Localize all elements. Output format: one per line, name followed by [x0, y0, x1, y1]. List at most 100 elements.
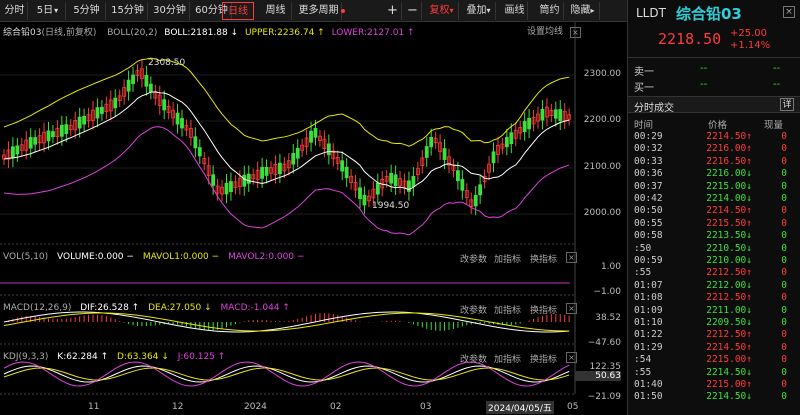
- vol-edit-params-button[interactable]: 改参数: [460, 255, 488, 265]
- trade-time: 00:59: [634, 255, 663, 266]
- arrow-down-icon: ↓: [746, 193, 752, 204]
- trade-price-value: 2212.50: [706, 329, 747, 341]
- candle-body: [518, 127, 523, 134]
- candle-body: [33, 137, 38, 145]
- lower-value: LOWER:2127.01 ↑: [331, 28, 415, 38]
- period-toolbar: 分时 5日▾ 5分钟 15分钟 30分钟 60分钟 日线 周线 更多周期 + −…: [0, 0, 627, 22]
- more-periods-button[interactable]: 更多周期: [296, 2, 342, 20]
- trade-volume: 0: [781, 329, 787, 341]
- last-price: 2218.50: [658, 30, 722, 48]
- candle-body: [344, 166, 349, 179]
- instrument-name: 综合铅03: [676, 5, 742, 23]
- period-5day-button[interactable]: 5日▾: [30, 2, 66, 20]
- adjust-label: 复权: [429, 5, 450, 16]
- kdj-add-indicator-button[interactable]: 加指标: [494, 355, 522, 365]
- close-icon[interactable]: ×: [569, 27, 581, 38]
- hide-button[interactable]: 隐藏▸: [566, 2, 600, 20]
- candle-body: [491, 151, 496, 164]
- draw-line-button[interactable]: 画线: [502, 2, 528, 20]
- period-60min-button[interactable]: 60分钟: [192, 2, 232, 20]
- chart-area[interactable]: 综合铅03(日线,前复权) BOLL(20,2) BOLL:2181.88 ↓ …: [0, 22, 627, 415]
- trade-row: 01:22 2212.50↑ 0: [628, 329, 800, 341]
- candle-body: [478, 184, 483, 196]
- period-intraday-button[interactable]: 分时: [2, 2, 28, 20]
- trade-price: 2209.50↓: [692, 317, 752, 328]
- macd-add-indicator-button[interactable]: 加指标: [494, 306, 522, 316]
- candle-body: [335, 156, 340, 164]
- trade-row: 00:55 2215.50↑ 0: [628, 218, 800, 230]
- candle-body: [15, 145, 20, 155]
- upper-value: UPPER:2236.74 ↑: [244, 28, 325, 38]
- symbol-code: LLDT: [636, 6, 666, 20]
- trade-price: 2212.50↑: [692, 267, 752, 278]
- trade-volume: 0: [781, 279, 787, 291]
- adjust-button[interactable]: 复权▾: [425, 2, 459, 20]
- kdj-edit-params-button[interactable]: 改参数: [460, 355, 488, 365]
- price-change-pct: +1.14%: [730, 40, 771, 51]
- trade-price: 2214.50↓: [692, 391, 752, 402]
- macd-switch-indicator-button[interactable]: 换指标: [530, 306, 558, 316]
- vol-switch-indicator-button[interactable]: 换指标: [530, 255, 558, 265]
- period-15min-button[interactable]: 15分钟: [108, 2, 148, 20]
- macd-y-tick: −47.60: [587, 338, 621, 348]
- trade-price-value: 2211.00: [706, 304, 747, 316]
- close-icon[interactable]: ×: [566, 303, 577, 314]
- close-icon[interactable]: ×: [566, 352, 577, 363]
- overlay-button[interactable]: 叠加▾: [462, 2, 496, 20]
- candle-body: [260, 166, 265, 179]
- trade-price-value: 2212.50: [706, 267, 747, 279]
- candle-body: [282, 163, 287, 172]
- macd-legend: MACD(12,26,9) DIF:26.528 ↑ DEA:27.050 ↓ …: [3, 303, 290, 313]
- period-30min-button[interactable]: 30分钟: [150, 2, 190, 20]
- more-periods-dot: [341, 9, 345, 13]
- zoom-in-button[interactable]: +: [384, 2, 402, 20]
- period-weekly-button[interactable]: 周线: [260, 2, 292, 20]
- candle-body: [233, 181, 238, 188]
- trade-row: 01:07 2212.00↓ 0: [628, 280, 800, 292]
- period-daily-button[interactable]: 日线: [222, 2, 254, 20]
- trade-time: 00:37: [634, 180, 663, 192]
- vol-add-indicator-button[interactable]: 加指标: [494, 255, 522, 265]
- trade-price-value: 2213.50: [706, 230, 747, 242]
- boll-lower-line: [3, 126, 570, 236]
- candle-body: [19, 144, 24, 151]
- candle-body: [420, 157, 425, 167]
- brief-button[interactable]: 筒约: [536, 2, 564, 20]
- ma-settings-button[interactable]: 设置均线 ×: [527, 24, 581, 38]
- close-icon[interactable]: ×: [566, 252, 577, 263]
- period-5min-button[interactable]: 5分钟: [68, 2, 106, 20]
- trade-row: 01:29 2214.50↑ 0: [628, 342, 800, 354]
- kdj-switch-indicator-button[interactable]: 换指标: [530, 355, 558, 365]
- trade-time: 01:22: [634, 329, 663, 341]
- macd-indicator-name: MACD(12,26,9): [3, 303, 72, 313]
- main-legend: 综合铅03(日线,前复权) BOLL(20,2) BOLL:2181.88 ↓ …: [3, 25, 415, 38]
- candle-body: [322, 138, 327, 150]
- candle-body: [531, 116, 536, 125]
- macd-edit-params-button[interactable]: 改参数: [460, 306, 488, 316]
- trade-price: 2215.00↑: [692, 379, 752, 390]
- trades-detail-button[interactable]: 详: [780, 98, 794, 111]
- trade-time: 00:33: [634, 155, 663, 167]
- kdj-j-line: [3, 361, 570, 387]
- dea-value: DEA:27.050 ↓: [148, 303, 212, 313]
- ask1-price: --: [700, 63, 708, 74]
- candle-body: [393, 174, 398, 187]
- candle-body: [362, 194, 367, 206]
- candle-body: [140, 68, 144, 79]
- ma-settings-label: 设置均线: [527, 27, 564, 37]
- candle-body: [536, 113, 540, 122]
- chart-subtitle: (日线,前复权): [41, 28, 97, 38]
- trade-volume: 0: [781, 317, 787, 328]
- trade-volume: 0: [781, 242, 787, 254]
- kdj-legend: KDJ(9,3,3) K:62.284 ↑ D:63.364 ↓ J:60.12…: [3, 352, 225, 362]
- candle-body: [68, 124, 73, 131]
- zoom-out-button[interactable]: −: [404, 2, 422, 20]
- trade-row: 00:32 2216.00↑ 0: [628, 143, 800, 155]
- candle-body: [264, 167, 269, 176]
- chevron-right-icon: ▸: [590, 6, 595, 15]
- kline-chart[interactable]: [0, 22, 627, 415]
- kdj-indicator-name: KDJ(9,3,3): [3, 352, 49, 362]
- close-icon[interactable]: ×: [783, 6, 795, 18]
- vol-y-tick: −1.00: [593, 287, 621, 297]
- trade-price: 2214.00↓: [692, 193, 752, 204]
